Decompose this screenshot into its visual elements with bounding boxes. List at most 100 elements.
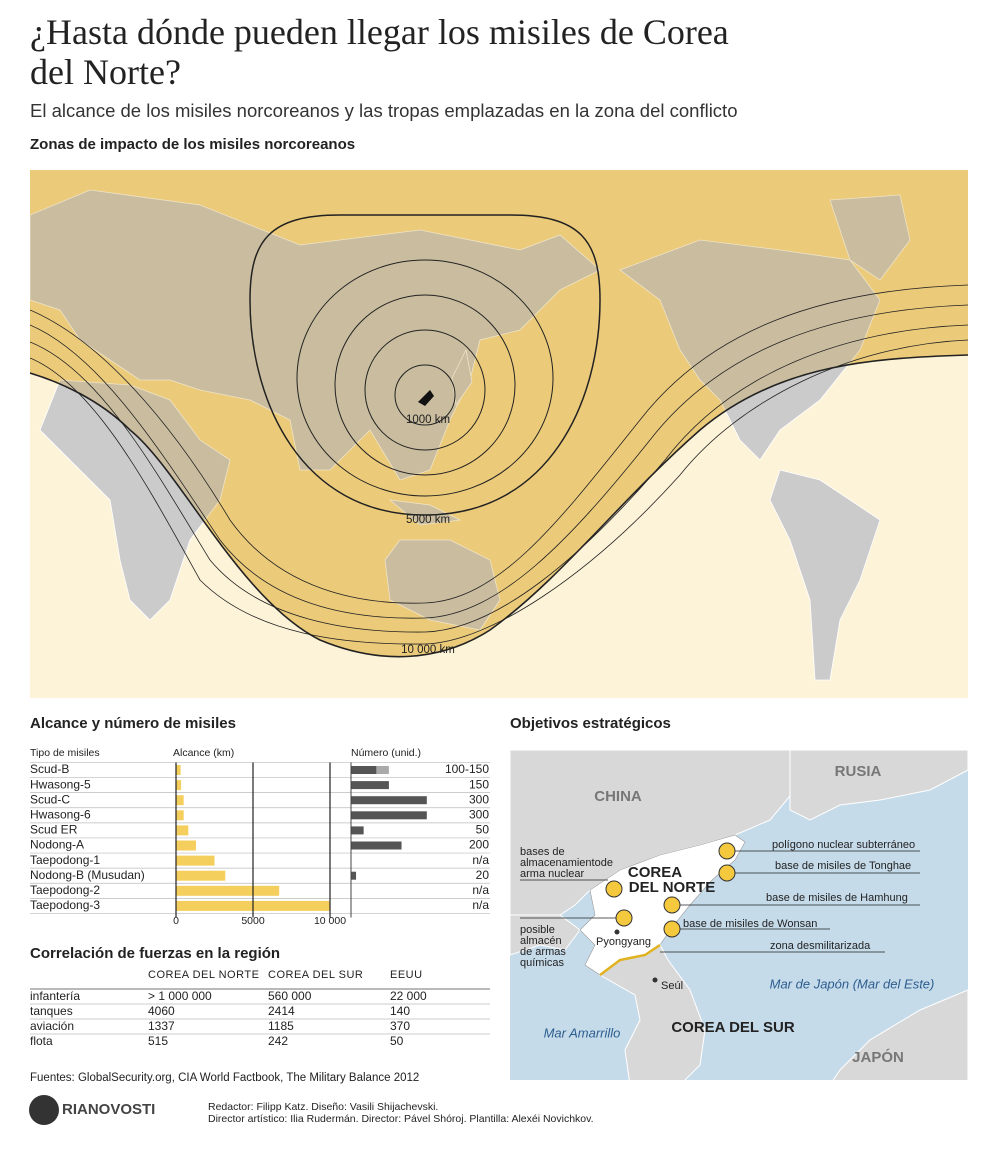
japan-land: [832, 989, 968, 1080]
value-label: n/a: [472, 898, 489, 912]
leader-lines: [520, 850, 920, 953]
target-label: arma nuclear: [520, 868, 585, 880]
number-bar: [351, 766, 377, 774]
category-label: Hwasong-6: [30, 807, 91, 821]
russia-land: [789, 750, 968, 821]
missile-chart: Alcance y número de misiles Tipo de misi…: [30, 715, 490, 927]
category-label: Nodong-B (Musudan): [30, 868, 145, 882]
city-label: Seúl: [661, 980, 683, 992]
column-header: Número (unid.): [351, 747, 421, 759]
range-bar: [176, 765, 181, 775]
cell: 4060: [148, 1004, 175, 1018]
column-header: COREA DEL SUR: [268, 969, 363, 981]
number-bar: [351, 796, 427, 805]
sea-label: Mar Amarrillo: [544, 1025, 621, 1040]
column-header: Alcance (km): [173, 747, 234, 759]
x-tick-label: 0: [173, 915, 179, 927]
category-label: Scud-C: [30, 792, 70, 806]
value-label: 200: [469, 838, 489, 852]
page-title: ¿Hasta dónde pueden llegar los misiles d…: [30, 12, 729, 92]
column-header: COREA DEL NORTE: [148, 969, 259, 981]
value-label: 150: [469, 777, 489, 791]
dmz-line: [599, 943, 661, 976]
cell: 140: [390, 1004, 410, 1018]
target-label: base de misiles de Wonsan: [683, 918, 817, 930]
value-label: 20: [476, 868, 490, 882]
row-label: flota: [30, 1034, 53, 1048]
value-label: 100-150: [445, 762, 489, 776]
region-label: JAPÓN: [852, 1048, 904, 1066]
cell: 515: [148, 1034, 168, 1048]
target-label: de armas: [520, 946, 566, 958]
range-bar: [176, 840, 197, 851]
region-label: COREA: [628, 864, 682, 881]
target-label: base de misiles de Tonghae: [775, 860, 911, 872]
city-dot: [614, 929, 620, 935]
sources: Fuentes: GlobalSecurity.org, CIA World F…: [30, 1072, 419, 1084]
range-bar: [176, 855, 215, 866]
value-label: 300: [469, 807, 489, 821]
section-title: Objetivos estratégicos: [510, 715, 671, 732]
column-header: Tipo de misiles: [30, 747, 100, 759]
column-header: EEUU: [390, 969, 423, 981]
target-label: polígono nuclear subterráneo: [772, 839, 915, 851]
target-icons: [605, 842, 736, 938]
logo-mark: [29, 1095, 59, 1125]
category-label: Scud-B: [30, 762, 69, 776]
forces-table: Correlación de fuerzas en la región CORE…: [30, 945, 490, 1048]
target-label: químicas: [520, 957, 565, 969]
region-label: RUSIA: [835, 763, 882, 780]
region-label: COREA DEL SUR: [671, 1019, 795, 1036]
cell: 1337: [148, 1019, 175, 1033]
number-bar: [351, 826, 364, 835]
cell: 370: [390, 1019, 410, 1033]
target-label: posible: [520, 924, 555, 936]
cell: 1185: [268, 1019, 294, 1033]
range-bar: [176, 795, 184, 806]
cell: 242: [268, 1034, 288, 1048]
category-label: Nodong-A: [30, 838, 84, 852]
credits: Director artístico: Ilia Rudermán. Direc…: [208, 1113, 594, 1125]
north-korea-marker: [418, 390, 434, 406]
city-label: Pyongyang: [596, 936, 651, 948]
number-bar: [351, 841, 402, 850]
range-bar: [176, 810, 184, 821]
number-bar: [351, 811, 427, 820]
value-label: 50: [476, 823, 490, 837]
value-label: n/a: [472, 853, 489, 867]
target-label: zona desmilitarizada: [770, 940, 871, 952]
cell: 560 000: [268, 989, 312, 1003]
range-bar: [176, 885, 280, 896]
x-tick-label: 10 000: [314, 915, 346, 927]
continents: [30, 189, 911, 681]
city-dot: [652, 977, 658, 983]
table-title: Correlación de fuerzas en la región: [30, 945, 280, 962]
sea-label: Mar de Japón (Mar del Este): [770, 976, 935, 991]
category-label: Hwasong-5: [30, 777, 91, 791]
row-label: aviación: [30, 1019, 74, 1033]
number-bar: [351, 871, 357, 880]
range-bar: [176, 780, 182, 791]
cell: > 1 000 000: [148, 989, 212, 1003]
range-label: 5000 km: [406, 514, 450, 526]
range-bar: [176, 825, 189, 836]
logo: RIANOVOSTI: [62, 1101, 155, 1118]
region-label: CHINA: [594, 788, 642, 805]
world-map: 1000 km 5000 km 10 000 km: [30, 170, 968, 698]
cell: 22 000: [390, 989, 427, 1003]
row-label: tanques: [30, 1004, 73, 1018]
target-label: almacenamientode: [520, 857, 613, 869]
category-label: Taepodong-1: [30, 853, 100, 867]
category-label: Taepodong-2: [30, 883, 100, 897]
credits: Redactor: Filipp Katz. Diseño: Vasili Sh…: [208, 1101, 438, 1113]
category-label: Scud ER: [30, 823, 78, 837]
cell: 2414: [268, 1004, 295, 1018]
page-subtitle: El alcance de los misiles norcoreanos y …: [30, 100, 738, 121]
target-label: base de misiles de Hamhung: [766, 892, 908, 904]
target-label: bases de: [520, 846, 565, 858]
strategic-map: Objetivos estratégicos: [510, 715, 968, 1080]
range-rings: [30, 214, 968, 658]
